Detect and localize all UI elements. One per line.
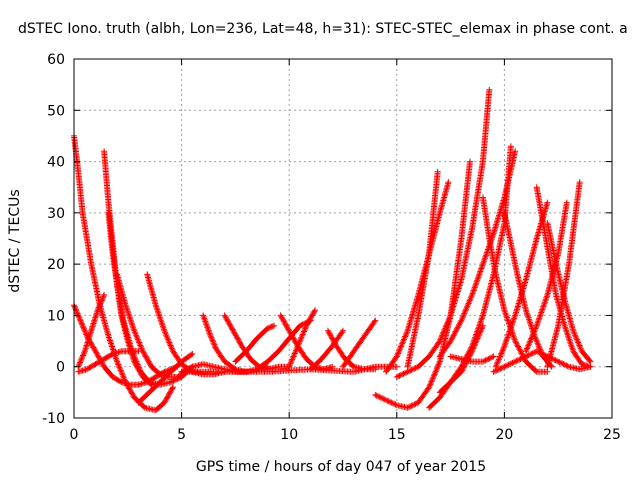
plot-frame xyxy=(73,58,613,419)
series-markers xyxy=(144,271,228,378)
data-series xyxy=(490,348,594,375)
y-tick-label: 60 xyxy=(47,52,65,68)
x-tick-label: 5 xyxy=(177,427,186,443)
data-series xyxy=(544,179,583,370)
x-axis-label: GPS time / hours of day 047 of year 2015 xyxy=(196,459,486,475)
y-tick-label: -10 xyxy=(42,411,65,427)
x-tick-label: 10 xyxy=(280,427,298,443)
ticks: 0 5 10 15 20 25 -10 0 10 20 30 40 50 60 xyxy=(42,52,621,443)
data-series xyxy=(114,271,189,380)
x-tick-label: 25 xyxy=(603,427,621,443)
x-tick-label: 15 xyxy=(388,427,406,443)
x-tick-label: 0 xyxy=(70,427,79,443)
series-markers xyxy=(404,168,441,370)
series-markers xyxy=(544,179,583,370)
series-markers xyxy=(393,86,493,380)
data-series xyxy=(135,350,196,406)
chart-title: dSTEC Iono. truth (albh, Lon=236, Lat=48… xyxy=(18,21,628,37)
y-axis-label: dSTEC / TECUs xyxy=(7,189,23,292)
series-markers xyxy=(490,348,594,375)
y-tick-label: 20 xyxy=(47,257,65,273)
series-markers xyxy=(522,199,570,355)
y-tick-label: 10 xyxy=(47,308,65,324)
data-series xyxy=(340,317,379,370)
data-layer xyxy=(71,86,594,414)
y-tick-label: 40 xyxy=(47,155,65,171)
x-tick-label: 20 xyxy=(495,427,513,443)
data-series xyxy=(232,322,278,365)
series-markers xyxy=(383,179,452,375)
data-series xyxy=(383,179,452,375)
data-series xyxy=(286,307,318,370)
series-markers xyxy=(75,291,108,370)
data-series xyxy=(178,363,400,375)
series-markers xyxy=(114,271,189,380)
data-series xyxy=(447,353,497,365)
y-tick-label: 0 xyxy=(56,360,65,376)
series-markers xyxy=(372,158,473,411)
y-tick-label: 50 xyxy=(47,103,65,119)
data-series xyxy=(522,199,570,355)
data-series xyxy=(404,168,441,370)
series-markers xyxy=(135,350,196,406)
series-markers xyxy=(447,353,497,365)
series-markers xyxy=(340,317,379,370)
data-series xyxy=(75,291,108,370)
y-tick-label: 30 xyxy=(47,206,65,222)
data-series xyxy=(393,86,493,380)
series-markers xyxy=(286,307,318,370)
series-markers xyxy=(178,363,400,375)
series-markers xyxy=(232,322,278,365)
data-series xyxy=(372,158,473,411)
data-series xyxy=(144,271,228,378)
